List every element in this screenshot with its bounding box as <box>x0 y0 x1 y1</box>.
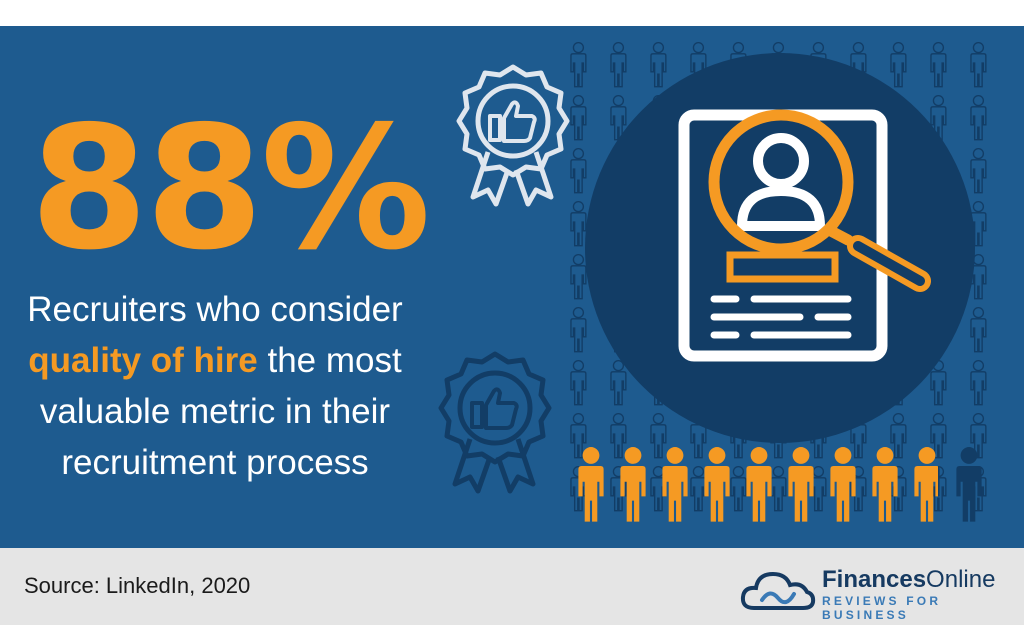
top-strip <box>0 0 1024 26</box>
person-outline-icon <box>970 147 987 194</box>
infographic-panel: 88% Recruiters who consider quality of h… <box>0 26 1024 548</box>
people-row-chart <box>578 447 982 522</box>
person-outline-icon <box>570 306 587 353</box>
user-icon <box>736 133 826 231</box>
thumbs-up-icon <box>488 100 537 143</box>
person-icon-dark <box>938 466 940 497</box>
person-outline-icon <box>770 465 787 512</box>
person-outline-icon <box>970 359 987 406</box>
resume-name-bar <box>726 251 839 283</box>
award-ribbon-icon-dark <box>438 351 552 494</box>
person-outline-icon <box>650 41 667 88</box>
resume-text-lines <box>710 295 852 339</box>
person-outline-icon <box>570 412 587 459</box>
person-outline-icon <box>570 200 587 247</box>
person-icon-highlighted <box>578 447 604 522</box>
person-outline-icon <box>890 412 907 459</box>
description-line-4: recruitment process <box>61 443 369 482</box>
logo-name-bold: Finances <box>822 566 927 593</box>
description-line-2: the most <box>257 341 402 380</box>
person-outline-icon <box>570 41 587 88</box>
source-text: Source: LinkedIn, 2020 <box>24 573 251 598</box>
magnifier-icon <box>708 109 931 292</box>
person-outline-icon <box>610 412 627 459</box>
cloud-icon <box>740 571 816 610</box>
person-outline-icon <box>610 41 627 88</box>
description-highlight: quality of hire <box>28 341 258 380</box>
person-icon-highlighted <box>830 447 856 522</box>
person-outline-icon <box>610 94 627 141</box>
resume-magnifier-illustration <box>585 53 975 443</box>
person-outline-icon <box>890 41 907 88</box>
person-icon-highlighted <box>620 447 646 522</box>
person-outline-icon <box>970 412 987 459</box>
person-outline-icon <box>930 41 947 88</box>
financesonline-logo[interactable]: FinancesOnline REVIEWS FOR BUSINESS <box>740 566 1010 622</box>
person-outline-icon <box>570 359 587 406</box>
person-outline-icon <box>730 465 747 512</box>
stat-value: 88% <box>30 90 431 288</box>
person-outline-icon <box>970 94 987 141</box>
description-line-1: Recruiters who consider <box>27 290 403 329</box>
stat-description: Recruiters who consider quality of hire … <box>0 284 430 488</box>
logo-tagline: REVIEWS FOR BUSINESS <box>822 594 942 622</box>
person-outline-icon <box>930 412 947 459</box>
person-outline-icon <box>570 147 587 194</box>
person-icon-highlighted <box>872 447 898 522</box>
person-outline-icon <box>970 41 987 88</box>
thumbs-up-icon <box>470 387 519 430</box>
person-icon-highlighted <box>662 447 688 522</box>
person-icon-highlighted <box>746 447 772 522</box>
description-line-3: valuable metric in their <box>39 392 391 431</box>
award-ribbon-icon <box>456 64 570 207</box>
footer <box>0 548 1024 625</box>
person-icon-dark <box>956 447 982 522</box>
person-outline-icon <box>970 306 987 353</box>
person-icon-highlighted <box>704 447 730 522</box>
person-outline-icon <box>650 412 667 459</box>
person-icon-highlighted <box>788 447 814 522</box>
logo-name-regular: Online <box>926 566 996 593</box>
logo-name: FinancesOnline <box>822 566 995 594</box>
person-outline-icon <box>610 359 627 406</box>
person-outline-icon <box>570 94 587 141</box>
person-outline-icon <box>570 253 587 300</box>
person-icon-highlighted <box>914 447 938 522</box>
